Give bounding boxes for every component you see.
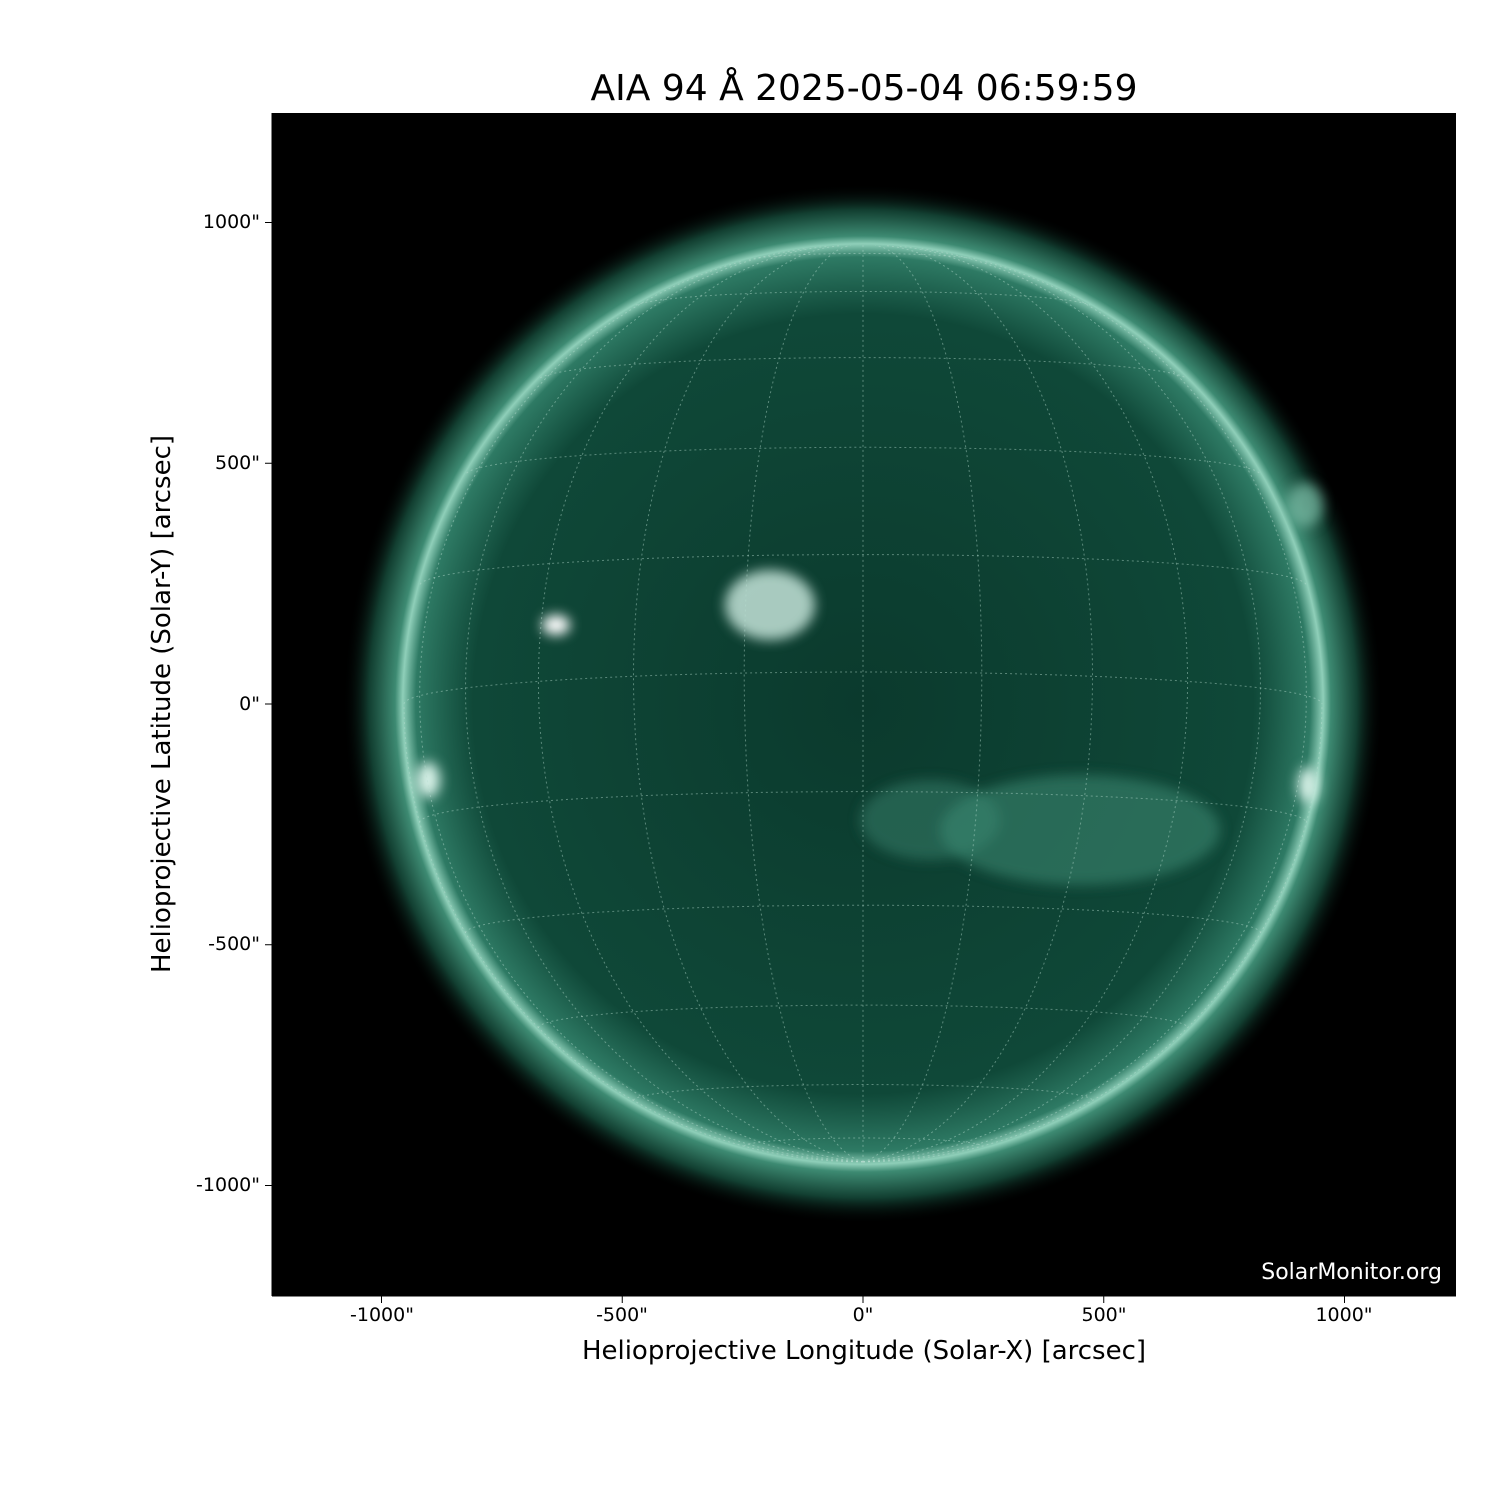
- watermark: SolarMonitor.org: [1261, 1260, 1442, 1285]
- grid-line: [862, 261, 1307, 1163]
- y-tick-label: 1000": [202, 211, 260, 233]
- y-tick-label: -1000": [196, 1174, 260, 1196]
- solar-disk: [343, 184, 1383, 1224]
- grid-line: [419, 554, 1307, 585]
- y-tick-label: 500": [214, 452, 260, 474]
- y-axis-label: Helioprojective Latitude (Solar-Y) [arcs…: [147, 434, 177, 974]
- y-tick-label: 0": [239, 693, 260, 715]
- x-tick-label: 0": [852, 1304, 874, 1326]
- grid-line: [862, 245, 1094, 1163]
- grid-line: [632, 245, 864, 1163]
- x-tick-label: -500": [596, 1304, 648, 1326]
- active-regions: [416, 483, 1323, 885]
- grid-line: [403, 671, 1323, 705]
- grid-line: [419, 791, 1307, 823]
- grid-line: [862, 703, 1323, 1163]
- x-tick-label: 500": [1081, 1304, 1127, 1326]
- plot-title: AIA 94 Å 2025-05-04 06:59:59: [590, 68, 1138, 109]
- x-axis-label: Helioprojective Longitude (Solar-X) [arc…: [581, 1336, 1147, 1366]
- grid-line: [743, 1137, 983, 1147]
- grid-line: [419, 261, 864, 1163]
- grid-line: [633, 1084, 1093, 1101]
- grid-line: [403, 703, 864, 1163]
- y-tick-label: -500": [208, 933, 260, 955]
- grid-line: [465, 904, 1261, 934]
- grid-line: [635, 291, 1091, 306]
- grid-line: [862, 244, 983, 1163]
- grid-line: [743, 244, 864, 1163]
- grid-line: [537, 1004, 1189, 1028]
- heliographic-grid: [403, 244, 1323, 1163]
- x-tick-label: 1000": [1315, 1304, 1373, 1326]
- x-tick-label: -1000": [350, 1304, 414, 1326]
